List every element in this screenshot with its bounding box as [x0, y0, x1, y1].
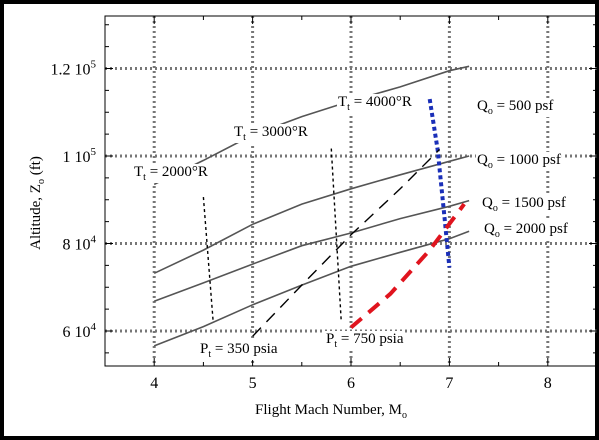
annotation-bg: [199, 341, 279, 360]
x-tick-label: 8: [544, 375, 552, 392]
series-line-q1500: [153, 199, 470, 303]
annotation-tt4000: Tt = 4000°R: [338, 94, 412, 113]
series-group: [153, 65, 470, 347]
series-line-tt2000: [202, 197, 214, 323]
annotation-bg: [325, 331, 405, 350]
series-line-pt750: [349, 202, 466, 330]
annotation-tt2000: Tt = 2000°R: [134, 164, 208, 183]
series-line-tt4000: [427, 98, 452, 268]
annotation-tt3000: Tt = 3000°R: [234, 124, 308, 143]
x-tick-label: 7: [445, 375, 453, 392]
annotation-q2000: Qo = 2000 psf: [484, 221, 568, 240]
annotation-q500: Qo = 500 psf: [477, 98, 553, 117]
annotation-bg: [337, 94, 413, 113]
y-tick-label: 8 104: [63, 234, 97, 254]
x-tick-label: 5: [249, 375, 257, 392]
series-line-q1000: [153, 155, 470, 275]
x-axis-title: Flight Mach Number, Mo: [255, 402, 407, 421]
annotation-bg: [483, 221, 569, 240]
annotation-bg: [476, 152, 562, 171]
grid-lines: [105, 16, 597, 366]
x-tick-label: 6: [347, 375, 355, 392]
y-tick-label: 1.2 105: [51, 59, 97, 79]
axis-ticks: 4 5 6 7 8 6 104 8 104 1 105 1.2 105: [51, 16, 598, 392]
annotation-pt750: Pt = 750 psia: [326, 331, 404, 350]
y-tick-label: 1 105: [63, 146, 97, 166]
y-axis-title: Altitude, Zo (ft): [28, 156, 47, 250]
series-line-pt350: [252, 148, 441, 337]
annotation-bg: [133, 164, 209, 183]
annotation-q1500: Qo = 1500 psf: [482, 195, 566, 214]
y-tick-label: 6 104: [63, 321, 97, 341]
annotation-bg: [476, 98, 555, 117]
annotation-bg: [233, 124, 309, 143]
series-line-tt3000: [330, 148, 342, 321]
annotation-q1000: Qo = 1000 psf: [477, 152, 561, 171]
x-tick-label: 4: [150, 375, 158, 392]
series-line-q2000: [153, 230, 470, 347]
series-line-q500: [153, 65, 470, 186]
annotation-bg: [481, 195, 567, 214]
series-annotations: Qo = 500 psf Qo = 1000 psf Qo = 1500 psf Qo…: [133, 94, 569, 360]
annotation-pt350: Pt = 350 psia: [200, 341, 278, 360]
